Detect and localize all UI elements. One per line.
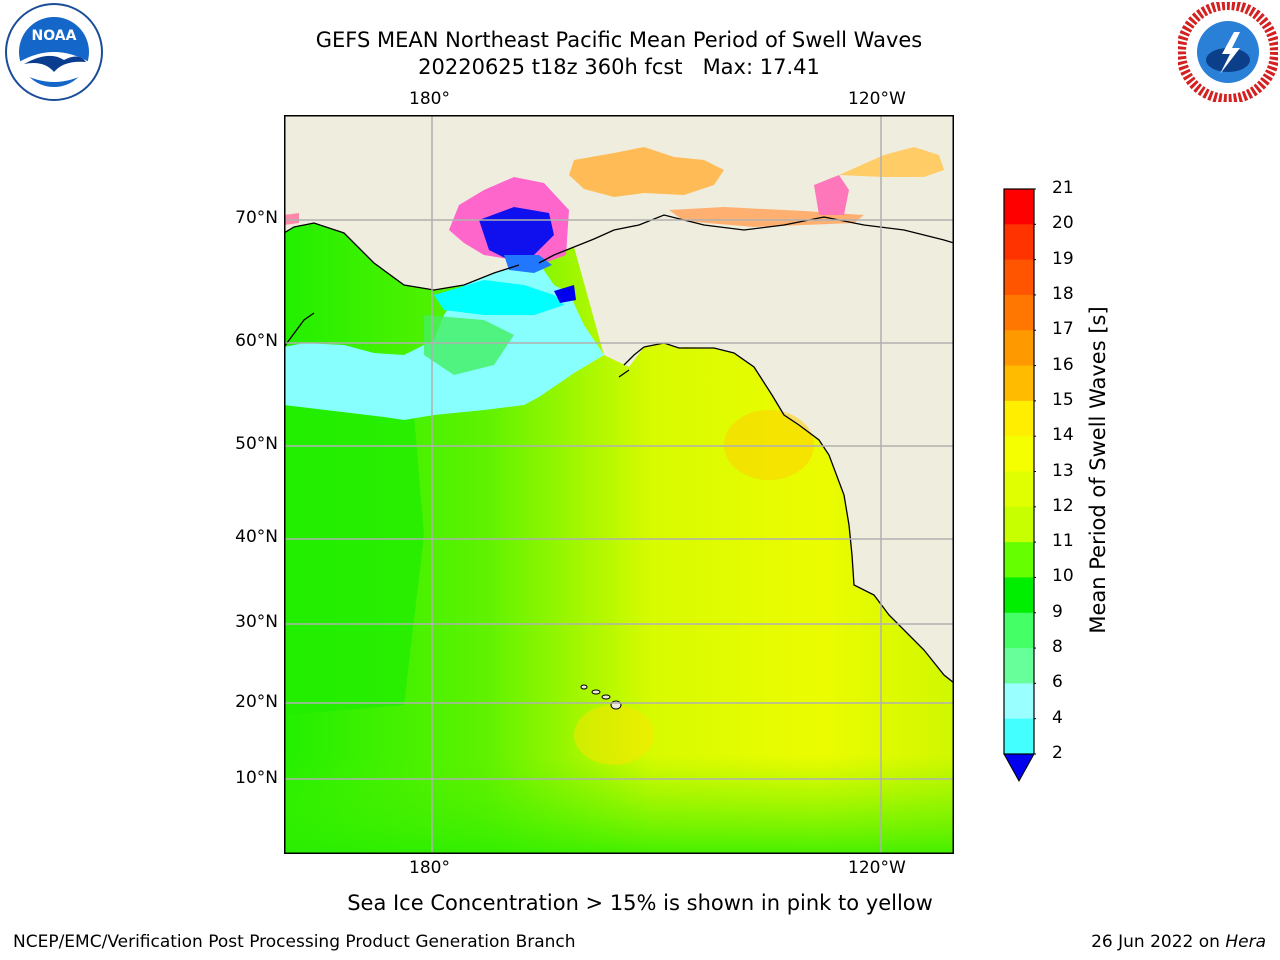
colorbar-box bbox=[1004, 400, 1034, 437]
bottom-lon-label-120w: 120°W bbox=[848, 858, 906, 878]
west-green-band bbox=[284, 405, 424, 715]
colorbar-tick-label: 11 bbox=[1052, 531, 1074, 552]
bering-north-cyan bbox=[434, 280, 564, 315]
colorbar-box bbox=[1004, 471, 1034, 508]
chart-subtitle: 20220625 t18z 360h fcst Max: 17.41 bbox=[418, 55, 820, 79]
colorbar-box bbox=[1004, 542, 1034, 578]
gulf-of-alaska-coast bbox=[643, 342, 955, 684]
south-green-band bbox=[284, 755, 954, 854]
swell-period-map bbox=[283, 115, 955, 858]
colorbar-tick-label: 6 bbox=[1052, 672, 1063, 693]
colorbar-box bbox=[1004, 506, 1034, 543]
top-lon-label-180: 180° bbox=[409, 89, 450, 109]
sea-ice-note: Sea Ice Concentration > 15% is shown in … bbox=[347, 891, 933, 915]
top-lon-label-120w: 120°W bbox=[848, 89, 906, 109]
lat-label-20n: 20°N bbox=[235, 692, 278, 712]
colorbar-tick-label: 9 bbox=[1052, 601, 1063, 622]
colorbar bbox=[1002, 187, 1036, 787]
chukchi-lightblue bbox=[504, 255, 552, 273]
colorbar-box bbox=[1004, 224, 1034, 261]
colorbar-tick-label: 20 bbox=[1052, 213, 1074, 234]
footer-date-text: 26 Jun 2022 on bbox=[1091, 932, 1226, 952]
sea-ice-west bbox=[284, 213, 299, 225]
colorbar-box bbox=[1004, 612, 1034, 649]
colorbar-tick-label: 21 bbox=[1052, 178, 1074, 198]
colorbar-tick-label: 12 bbox=[1052, 495, 1074, 516]
noaa-logo: NOAA bbox=[4, 2, 104, 106]
colorbar-box bbox=[1004, 294, 1034, 331]
colorbar-tick-label: 10 bbox=[1052, 566, 1074, 587]
colorbar-box bbox=[1004, 365, 1034, 402]
colorbar-tick-label: 4 bbox=[1052, 707, 1063, 728]
colorbar-tick-label: 14 bbox=[1052, 425, 1074, 446]
colorbar-tick-label: 16 bbox=[1052, 354, 1074, 375]
colorbar-box bbox=[1004, 577, 1034, 614]
blue-patch bbox=[554, 285, 576, 303]
nws-logo bbox=[1176, 0, 1280, 106]
alaska-coastline bbox=[538, 214, 955, 264]
lat-label-30n: 30°N bbox=[235, 612, 278, 632]
lat-label-10n: 10°N bbox=[235, 768, 278, 788]
footer-credit: NCEP/EMC/Verification Post Processing Pr… bbox=[13, 932, 576, 952]
bering-green-patch bbox=[424, 315, 514, 375]
sea-ice-orange-1 bbox=[569, 147, 724, 197]
bering-coast-west bbox=[283, 222, 520, 291]
sea-ice-pink-east bbox=[814, 175, 849, 215]
colorbar-tick-label: 17 bbox=[1052, 319, 1074, 340]
chart-title: GEFS MEAN Northeast Pacific Mean Period … bbox=[315, 28, 923, 52]
colorbar-tick-label: 13 bbox=[1052, 460, 1074, 481]
colorbar-tick-label: 15 bbox=[1052, 389, 1074, 410]
bottom-lon-label-180: 180° bbox=[409, 858, 450, 878]
lat-label-60n: 60°N bbox=[235, 331, 278, 351]
map-frame bbox=[284, 115, 954, 854]
alaska-peninsula bbox=[618, 346, 645, 378]
high-period-patch bbox=[724, 410, 814, 480]
colorbar-title: Mean Period of Swell Waves [s] bbox=[1086, 306, 1110, 634]
lat-label-70n: 70°N bbox=[235, 208, 278, 228]
sea-ice-beaufort bbox=[839, 147, 944, 177]
colorbar-box bbox=[1004, 436, 1034, 472]
kamchatka-coast bbox=[283, 312, 315, 348]
colorbar-box bbox=[1004, 718, 1034, 755]
hawaiian-islands bbox=[580, 684, 622, 710]
lat-label-50n: 50°N bbox=[235, 434, 278, 454]
colorbar-extend-triangle bbox=[1003, 753, 1035, 783]
svg-text:NOAA: NOAA bbox=[32, 28, 77, 44]
colorbar-box bbox=[1004, 259, 1034, 296]
colorbar-tick-label: 18 bbox=[1052, 283, 1074, 304]
colorbar-tick-label: 2 bbox=[1052, 743, 1063, 763]
footer-host: Hera bbox=[1225, 932, 1266, 952]
colorbar-box bbox=[1004, 648, 1034, 684]
high-period-patch-hawaii bbox=[574, 705, 654, 765]
colorbar-box bbox=[1004, 683, 1034, 720]
graticule bbox=[284, 115, 954, 854]
colorbar-box bbox=[1004, 189, 1034, 225]
lat-label-40n: 40°N bbox=[235, 527, 278, 547]
colorbar-tick-label: 19 bbox=[1052, 248, 1074, 269]
footer-date: 26 Jun 2022 on Hera bbox=[1091, 932, 1266, 952]
colorbar-tick-label: 8 bbox=[1052, 637, 1063, 658]
colorbar-box bbox=[1004, 330, 1034, 367]
sea-ice-orange-2 bbox=[669, 207, 864, 227]
